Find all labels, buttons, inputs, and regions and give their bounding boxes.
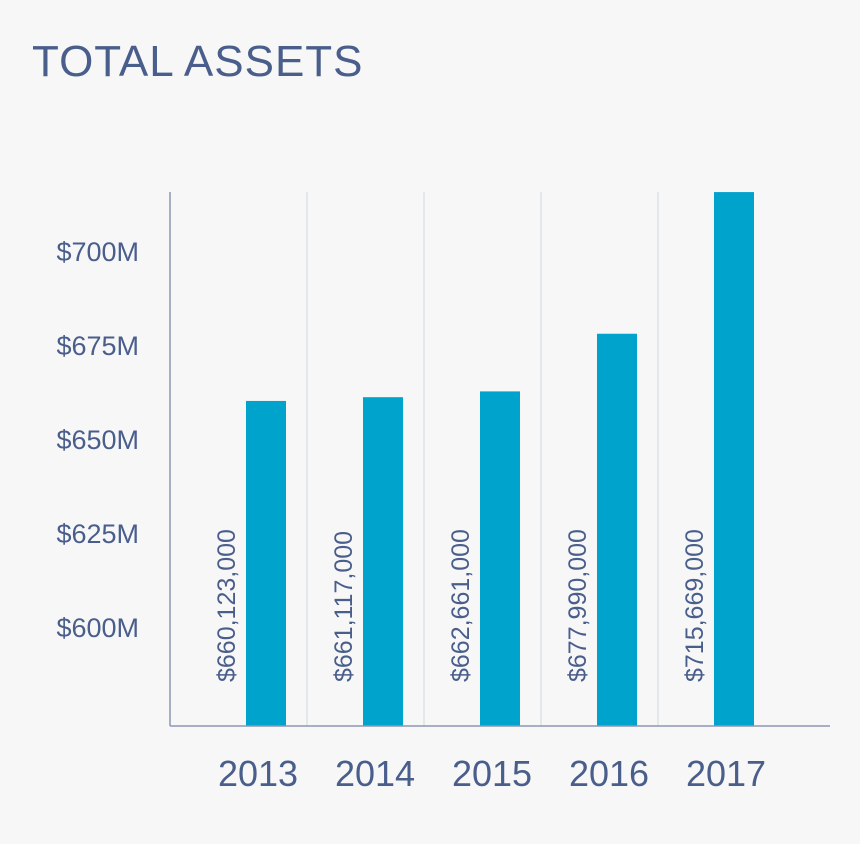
y-tick-label: $650M [56,425,139,455]
x-tick-label: 2015 [452,753,532,794]
data-label-2014: $661,117,000 [330,531,358,682]
bars [246,192,754,726]
y-axis-ticks: $600M $625M $650M $675M $700M [56,237,139,643]
chart-title: TOTAL ASSETS [32,37,364,86]
bar-2013 [246,400,286,726]
bar-2017 [714,192,754,726]
bar-2014 [363,397,403,726]
data-label-2017: $715,669,000 [681,529,709,682]
data-label-2016: $677,990,000 [564,529,592,682]
x-tick-label: 2014 [335,753,415,794]
x-tick-label: 2013 [218,753,298,794]
y-tick-label: $600M [56,613,139,643]
x-tick-label: 2016 [569,753,649,794]
x-tick-label: 2017 [686,753,766,794]
bar-2016 [597,333,637,726]
y-tick-label: $700M [56,237,139,267]
y-tick-label: $675M [56,331,139,361]
x-axis-ticks: 2013 2014 2015 2016 2017 [218,753,766,794]
y-tick-label: $625M [56,519,139,549]
bar-2015 [480,391,520,726]
category-separators [306,192,659,726]
data-labels: $660,123,000 $661,117,000 $662,661,000 $677… [213,529,709,682]
data-label-2013: $660,123,000 [213,529,241,682]
data-label-2015: $662,661,000 [447,529,475,682]
